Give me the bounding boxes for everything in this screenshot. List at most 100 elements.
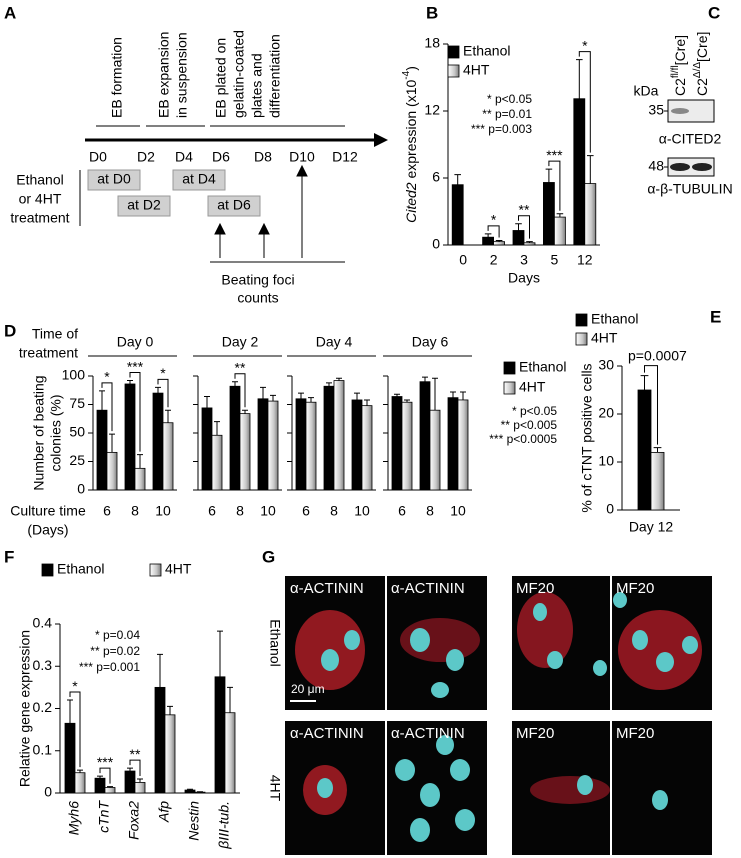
panel-c: kDa 35 α-CITED2 48 α-β-TUBULIN	[634, 83, 733, 197]
legend-swatch	[41, 563, 54, 577]
x-tick-label: 12	[577, 252, 593, 268]
lane-base: C2	[694, 78, 710, 96]
blot-band	[671, 108, 689, 114]
antibody-label: α-β-TUBULIN	[647, 181, 732, 197]
image-label: α-ACTININ	[391, 580, 465, 597]
lane-genotype: fl/fl	[670, 65, 681, 78]
bar	[584, 183, 597, 246]
treatment-time: at D2	[127, 197, 161, 213]
error-bar	[484, 233, 492, 238]
phase-label: in suspension	[174, 32, 190, 118]
bar	[543, 182, 555, 246]
counts-label: Beating foci	[221, 272, 294, 288]
significance-bracket	[578, 51, 591, 153]
y-tick-label: 30	[598, 357, 614, 373]
facet-axis-title: treatment	[19, 345, 78, 361]
error-bar	[67, 699, 73, 724]
x-tick-label: 10	[260, 503, 276, 519]
facet-title: Day 6	[412, 334, 449, 350]
bar	[194, 791, 206, 794]
treatment-box	[87, 169, 141, 191]
error-bar	[157, 653, 163, 688]
bar	[554, 216, 566, 246]
significance-bracket	[101, 382, 113, 432]
y-tick-label: 0	[44, 784, 52, 800]
error-bar	[127, 767, 133, 772]
significance-bracket	[157, 378, 169, 408]
phase-label: differentiation	[267, 34, 283, 118]
panel-letter: F	[4, 547, 14, 566]
error-bar	[526, 241, 533, 243]
row-label: 4HT	[267, 775, 283, 802]
bar	[650, 451, 665, 511]
bar	[134, 782, 146, 794]
error-bar	[587, 155, 594, 184]
y-tick-label: 0	[606, 501, 614, 517]
y-axis-label-exponent: -4	[401, 70, 412, 79]
p-value-note: * p<0.05	[512, 404, 557, 418]
day-label: D6	[212, 149, 230, 165]
x-axis-label: (Days)	[27, 522, 68, 538]
p-value-note: * p=0.04	[95, 628, 140, 642]
day-label: D4	[175, 149, 193, 165]
bar	[419, 381, 431, 491]
bar	[391, 396, 403, 491]
y-tick-label: 0.1	[33, 741, 53, 757]
error-bar	[227, 686, 233, 713]
timeline-arrow	[374, 133, 388, 147]
x-tick-label: 8	[131, 503, 139, 519]
bar	[239, 413, 251, 491]
legend-swatch	[503, 361, 516, 375]
micrograph	[612, 721, 712, 855]
bar	[361, 405, 373, 491]
error-bar	[99, 390, 105, 411]
p-value-note: ** p<0.005	[501, 418, 558, 432]
p-value-note: *** p=0.003	[471, 122, 532, 136]
bar	[64, 722, 76, 794]
phase-label: EB expansion	[156, 32, 172, 118]
x-tick-label: Myh6	[66, 801, 82, 835]
p-value-note: ** p=0.01	[482, 107, 532, 121]
bar	[184, 789, 196, 794]
significance-label: *	[104, 369, 110, 385]
x-tick-label: 5	[551, 252, 559, 268]
treatment-box	[207, 195, 261, 217]
day-label: D8	[254, 149, 272, 165]
y-tick-label: 0.2	[33, 699, 53, 715]
error-bar	[450, 391, 456, 398]
y-tick-label: 0	[432, 236, 440, 252]
day-label: D10	[289, 149, 315, 165]
significance-label: **	[519, 201, 530, 217]
error-bar	[394, 393, 400, 397]
bar	[164, 714, 176, 794]
error-bar	[515, 223, 522, 231]
error-bar	[454, 174, 461, 185]
count-arrow	[296, 164, 308, 258]
counts-label: counts	[237, 290, 278, 306]
significance-bracket	[644, 365, 658, 445]
error-bar	[364, 399, 370, 406]
lane-base: C2	[672, 78, 688, 96]
scale-label: 20 μm	[291, 682, 325, 696]
bar	[512, 230, 525, 246]
y-tick-label: 20	[598, 405, 614, 421]
bar	[351, 399, 363, 491]
p-value-note: *** p=0.001	[79, 660, 140, 674]
bar	[323, 385, 335, 491]
significance-bracket	[518, 215, 530, 239]
panel-letter: E	[710, 307, 721, 326]
significance-label: **	[130, 746, 141, 762]
bar	[124, 383, 136, 491]
significance-label: *	[582, 37, 588, 53]
error-bar	[653, 447, 662, 453]
y-axis-label-close: )	[403, 66, 419, 71]
significance-label: *	[72, 678, 78, 694]
phase-label: gelatin-coated	[231, 30, 247, 118]
legend-swatch	[447, 45, 460, 59]
panel-g: α-ACTININ α-ACTININ MF20 MF20 α-ACTININ …	[267, 576, 712, 855]
legend-label: 4HT	[519, 379, 546, 395]
image-label: α-ACTININ	[391, 725, 465, 742]
error-bar	[432, 377, 438, 411]
phase-label: plates and	[249, 53, 265, 118]
